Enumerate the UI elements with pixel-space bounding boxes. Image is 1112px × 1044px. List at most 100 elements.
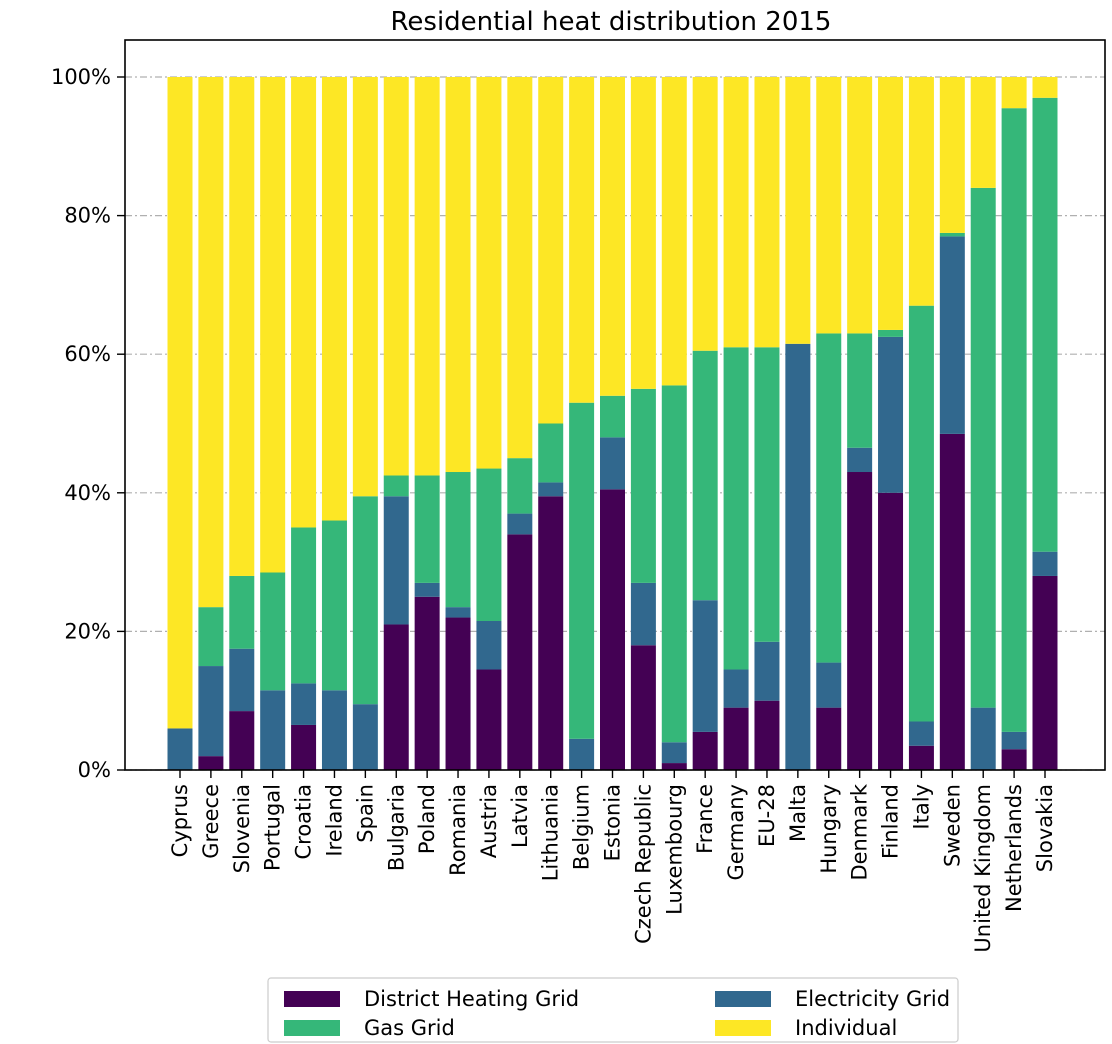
x-tick-label-20: Malta <box>786 784 810 842</box>
bar-greece-series-0 <box>198 756 224 770</box>
plot-frame <box>124 39 1106 771</box>
bar-spain-series-3 <box>352 77 378 497</box>
bar-belgium-series-1 <box>569 738 595 770</box>
bar-estonia-series-2 <box>600 395 625 438</box>
bar-poland-series-1 <box>414 582 440 597</box>
bar-germany-series-3 <box>723 77 749 348</box>
bar-hungary-series-3 <box>816 77 842 334</box>
bar-malta-series-3 <box>785 77 811 344</box>
x-tick-label-15: Czech Republic <box>631 784 655 944</box>
bar-romania-series-1 <box>445 607 471 618</box>
x-tick-label-16: Luxembourg <box>662 784 686 915</box>
x-tick-label-24: Italy <box>909 784 933 830</box>
y-tick-label-4: 80% <box>64 204 111 228</box>
bar-slovakia-series-0 <box>1032 575 1058 770</box>
bar-malta-series-1 <box>785 343 811 770</box>
y-tick-label-0: 0% <box>78 758 111 782</box>
bar-eu-28-series-2 <box>754 347 780 642</box>
bar-czech-republic-series-2 <box>630 388 656 583</box>
bar-luxembourg-series-2 <box>661 385 687 743</box>
bar-latvia-series-0 <box>507 534 533 770</box>
legend-label-1: Electricity Grid <box>795 987 950 1011</box>
bar-croatia-series-2 <box>291 527 317 684</box>
bar-greece-series-1 <box>198 666 224 757</box>
bar-austria-series-3 <box>476 77 502 469</box>
legend: District Heating Grid Electricity Grid Gas… <box>267 977 959 1043</box>
bar-eu-28-series-0 <box>754 700 780 770</box>
bar-luxembourg-series-1 <box>661 742 687 764</box>
x-tick-label-8: Poland <box>415 784 439 854</box>
bar-estonia-series-3 <box>600 77 625 396</box>
legend-label-0: District Heating Grid <box>364 987 579 1011</box>
bar-ireland-series-1 <box>321 690 347 770</box>
bar-spain-series-2 <box>352 496 378 705</box>
bar-netherlands-series-1 <box>1001 731 1027 750</box>
x-tick-label-11: Latvia <box>508 784 532 848</box>
x-tick-label-14: Estonia <box>601 784 625 861</box>
bar-poland-series-0 <box>414 596 440 770</box>
x-tick-label-4: Croatia <box>292 784 316 860</box>
y-tick-label-2: 40% <box>64 481 111 505</box>
bar-slovakia-series-3 <box>1032 77 1058 98</box>
bar-estonia-series-1 <box>600 437 625 490</box>
bar-croatia-series-1 <box>291 683 317 725</box>
x-tick-label-5: Ireland <box>322 784 346 857</box>
bar-netherlands-series-0 <box>1001 749 1027 770</box>
bar-cyprus-series-1 <box>167 728 193 770</box>
bar-united-kingdom-series-2 <box>970 187 996 708</box>
bar-france-series-0 <box>692 731 718 770</box>
bar-belgium-series-2 <box>569 402 595 739</box>
bar-portugal-series-1 <box>260 690 286 770</box>
bar-germany-series-0 <box>723 707 749 770</box>
bar-estonia-series-0 <box>600 489 625 770</box>
bar-lithuania-series-3 <box>538 77 564 424</box>
bar-slovenia-series-0 <box>229 711 255 770</box>
x-tick-label-6: Spain <box>353 784 377 843</box>
y-tick-label-3: 60% <box>64 342 111 366</box>
bar-denmark-series-1 <box>847 447 873 473</box>
bar-lithuania-series-1 <box>538 482 564 497</box>
chart-title: Residential heat distribution 2015 <box>391 7 832 37</box>
bar-slovenia-series-3 <box>229 77 255 576</box>
x-tick-label-27: Netherlands <box>1002 784 1026 912</box>
bar-hungary-series-0 <box>816 707 842 770</box>
legend-swatch-1 <box>715 991 771 1007</box>
bar-belgium-series-3 <box>569 77 595 403</box>
bar-finland-series-3 <box>878 77 904 330</box>
bar-croatia-series-0 <box>291 724 317 770</box>
bar-denmark-series-3 <box>847 77 873 334</box>
x-tick-label-0: Cyprus <box>168 784 192 857</box>
bar-portugal-series-3 <box>260 77 286 573</box>
x-tick-label-19: EU-28 <box>755 784 779 847</box>
bar-croatia-series-3 <box>291 77 317 528</box>
bar-slovenia-series-1 <box>229 648 255 712</box>
bar-finland-series-2 <box>878 329 904 337</box>
x-tick-label-9: Romania <box>446 784 470 876</box>
bar-eu-28-series-3 <box>754 77 780 348</box>
legend-label-2: Gas Grid <box>364 1016 455 1040</box>
bar-poland-series-3 <box>414 77 440 476</box>
bar-slovenia-series-2 <box>229 575 255 649</box>
x-tick-label-7: Bulgaria <box>384 784 408 871</box>
x-axis-ticks: Cyprus Greece Slovenia Portugal Croatia Irela… <box>168 770 1057 953</box>
bar-romania-series-0 <box>445 617 471 770</box>
bar-finland-series-1 <box>878 336 904 493</box>
bar-greece-series-2 <box>198 607 224 667</box>
x-tick-label-25: Sweden <box>940 784 964 867</box>
bar-latvia-series-2 <box>507 458 533 514</box>
bar-latvia-series-1 <box>507 513 533 535</box>
bar-denmark-series-0 <box>847 472 873 770</box>
bar-united-kingdom-series-1 <box>970 707 996 770</box>
x-tick-label-1: Greece <box>199 784 223 859</box>
y-tick-label-1: 20% <box>64 619 111 643</box>
bars <box>167 77 1058 770</box>
bar-austria-series-2 <box>476 468 502 622</box>
bar-italy-series-0 <box>908 745 934 770</box>
legend-swatch-0 <box>284 991 340 1007</box>
bar-luxembourg-series-0 <box>661 763 687 770</box>
bar-slovakia-series-1 <box>1032 551 1058 576</box>
bar-denmark-series-2 <box>847 333 873 448</box>
x-tick-label-22: Denmark <box>848 783 872 880</box>
bar-italy-series-1 <box>908 721 934 746</box>
